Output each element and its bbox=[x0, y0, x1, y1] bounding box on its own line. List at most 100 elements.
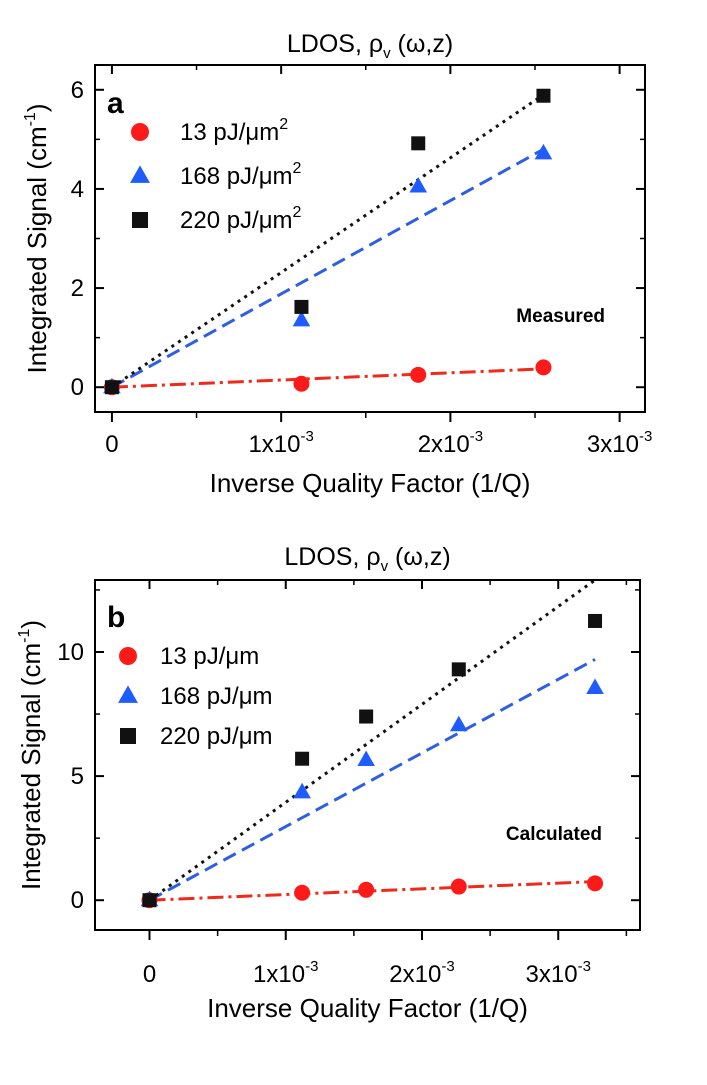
legend-marker-3 bbox=[132, 212, 148, 228]
data-point-s1-2 bbox=[293, 375, 310, 392]
x-tick-mantissa: 3x10 bbox=[526, 961, 578, 988]
data-point-s1-3 bbox=[410, 366, 427, 383]
legend-label-text: 168 pJ/μm bbox=[180, 163, 293, 190]
title-subscript: v bbox=[381, 558, 389, 575]
legend-label-text: 220 pJ/μm bbox=[180, 207, 293, 234]
x-tick-exponent: -3 bbox=[639, 428, 652, 445]
legend-marker-2 bbox=[118, 685, 138, 703]
y-tick-label: 6 bbox=[71, 77, 84, 104]
x-tick-label: 3x10-3 bbox=[587, 428, 652, 458]
y-tick-label: 4 bbox=[71, 176, 84, 203]
y-axis-label-close: ) bbox=[16, 620, 46, 629]
legend-label-2: 168 pJ/μm2 bbox=[180, 160, 302, 190]
x-tick-mantissa: 1x10 bbox=[248, 431, 300, 458]
data-point-s2-2 bbox=[293, 782, 311, 799]
legend-marker-3 bbox=[120, 728, 136, 744]
x-tick-exponent: -3 bbox=[578, 958, 591, 975]
data-point-s1-4 bbox=[450, 878, 467, 895]
data-point-s3-3 bbox=[411, 136, 426, 151]
y-tick-label: 5 bbox=[71, 763, 84, 790]
fit-line-3 bbox=[148, 578, 596, 902]
title-args: (ω,z) bbox=[388, 543, 451, 571]
data-point-s2-5 bbox=[586, 678, 604, 695]
x-axis-label: Inverse Quality Factor (1/Q) bbox=[207, 993, 528, 1023]
x-tick-exponent: -3 bbox=[301, 428, 314, 445]
data-point-s2-4 bbox=[534, 143, 553, 160]
x-tick-mantissa: 2x10 bbox=[389, 961, 441, 988]
data-point-s1-3 bbox=[358, 881, 375, 898]
x-tick-label: 0 bbox=[105, 431, 118, 458]
title-symbol: ρ bbox=[366, 543, 380, 571]
panel-annotation: Measured bbox=[516, 306, 605, 327]
x-axis-label: Inverse Quality Factor (1/Q) bbox=[210, 468, 531, 498]
data-point-s2-2 bbox=[292, 310, 311, 327]
title-symbol: ρ bbox=[369, 30, 383, 58]
legend-marker-2 bbox=[130, 165, 150, 183]
chart-title: LDOS, ρv (ω,z) bbox=[287, 30, 453, 62]
data-point-s3-4 bbox=[451, 662, 466, 677]
y-tick-label: 10 bbox=[57, 639, 84, 666]
panel-annotation: Calculated bbox=[506, 824, 602, 845]
legend-label-text: 13 pJ/μm bbox=[180, 119, 279, 146]
x-tick-mantissa: 1x10 bbox=[253, 961, 305, 988]
legend-label-text: 220 pJ/μm bbox=[160, 723, 273, 750]
x-tick-label: 0 bbox=[143, 961, 156, 988]
x-tick-mantissa: 0 bbox=[105, 431, 118, 458]
data-point-s3-1 bbox=[142, 893, 157, 908]
x-tick-exponent: -3 bbox=[470, 428, 483, 445]
panel-letter: b bbox=[107, 601, 125, 634]
data-point-s2-3 bbox=[357, 750, 375, 767]
y-axis-label-text: Integrated Signal (cm bbox=[16, 643, 46, 890]
data-point-s1-5 bbox=[587, 875, 604, 892]
x-tick-label: 1x10-3 bbox=[253, 958, 318, 988]
title-text: LDOS, bbox=[284, 543, 366, 571]
chart-title: LDOS, ρv (ω,z) bbox=[284, 543, 450, 575]
y-tick-label: 2 bbox=[71, 275, 84, 302]
data-point-s3-2 bbox=[294, 299, 309, 314]
fit-line-1 bbox=[111, 367, 544, 389]
legend-marker-1 bbox=[119, 647, 137, 665]
fit-line-1 bbox=[149, 880, 596, 902]
data-point-s2-3 bbox=[409, 177, 428, 193]
y-axis-label: Integrated Signal (cm-1) bbox=[22, 103, 52, 373]
x-tick-exponent: -3 bbox=[305, 958, 318, 975]
legend-label-text: 13 pJ/μm bbox=[160, 643, 259, 670]
x-tick-label: 3x10-3 bbox=[526, 958, 591, 988]
x-tick-mantissa: 3x10 bbox=[587, 431, 639, 458]
legend-label-1: 13 pJ/μm2 bbox=[180, 116, 288, 146]
data-point-s3-3 bbox=[359, 709, 374, 724]
data-point-s2-4 bbox=[449, 715, 468, 732]
y-axis-label-close: ) bbox=[22, 103, 52, 112]
data-point-s1-4 bbox=[535, 359, 552, 376]
data-point-s3-5 bbox=[588, 613, 603, 628]
y-tick-label: 0 bbox=[71, 374, 84, 401]
data-point-s1-2 bbox=[294, 884, 311, 901]
y-axis-label: Integrated Signal (cm-1) bbox=[16, 620, 46, 890]
x-tick-exponent: -3 bbox=[441, 958, 454, 975]
title-args: (ω,z) bbox=[391, 30, 454, 58]
y-axis-label-exponent: -1 bbox=[16, 629, 33, 643]
legend-label-2: 168 pJ/μm bbox=[160, 683, 273, 710]
legend-label-text: 168 pJ/μm bbox=[160, 683, 273, 710]
legend-label-3: 220 pJ/μm2 bbox=[180, 204, 302, 234]
x-tick-label: 2x10-3 bbox=[418, 428, 483, 458]
legend-label-exponent: 2 bbox=[293, 204, 302, 221]
legend-label-3: 220 pJ/μm bbox=[160, 723, 273, 750]
data-point-s3-2 bbox=[295, 751, 310, 766]
y-axis-label-text: Integrated Signal (cm bbox=[22, 126, 52, 373]
data-point-s3-1 bbox=[104, 380, 119, 395]
title-text: LDOS, bbox=[287, 30, 369, 58]
plot-frame bbox=[94, 64, 646, 413]
fit-line-2 bbox=[111, 147, 545, 389]
panel-letter: a bbox=[107, 87, 124, 120]
legend-label-1: 13 pJ/μm bbox=[160, 643, 259, 670]
x-tick-mantissa: 0 bbox=[143, 961, 156, 988]
y-tick-label: 0 bbox=[71, 887, 84, 914]
legend-marker-1 bbox=[131, 123, 149, 141]
plot-frame bbox=[94, 579, 641, 931]
y-axis-label-exponent: -1 bbox=[22, 112, 39, 126]
legend-label-exponent: 2 bbox=[279, 116, 288, 133]
